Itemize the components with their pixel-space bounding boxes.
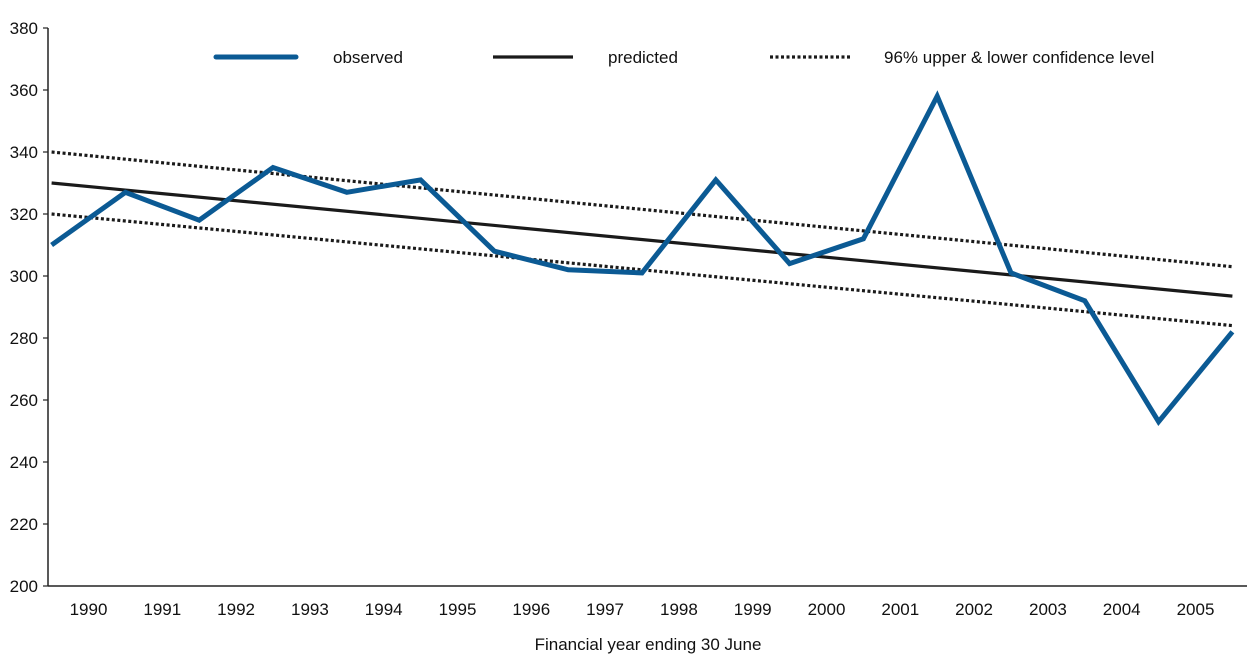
x-tick-label: 2005 xyxy=(1177,600,1215,619)
legend-label: observed xyxy=(333,48,403,67)
series-line-96-upper-lower-confidence-level xyxy=(51,150,1233,269)
y-tick-label: 240 xyxy=(10,453,38,472)
x-tick-label: 1999 xyxy=(734,600,772,619)
x-tick-labels: 1990 1991 1992 1993 1994 1995 1996 1997 1998 1999… xyxy=(70,600,1215,619)
x-tick-label: 2001 xyxy=(881,600,919,619)
x-tick-label: 1996 xyxy=(512,600,550,619)
y-tick-label: 320 xyxy=(10,205,38,224)
x-tick-label: 2000 xyxy=(808,600,846,619)
series-line-observed xyxy=(50,90,1235,427)
legend-label: 96% upper & lower confidence level xyxy=(884,48,1154,67)
y-tick-label: 380 xyxy=(10,19,38,38)
series-layer xyxy=(50,90,1235,427)
x-tick-label: 1990 xyxy=(70,600,108,619)
series-line-predicted xyxy=(51,181,1233,298)
x-tick-label: 2002 xyxy=(955,600,993,619)
axes xyxy=(43,27,1247,587)
legend-label: predicted xyxy=(608,48,678,67)
x-tick-label: 1991 xyxy=(143,600,181,619)
x-axis-title: Financial year ending 30 June xyxy=(535,635,762,654)
y-tick-label: 340 xyxy=(10,143,38,162)
x-tick-label: 1992 xyxy=(217,600,255,619)
x-tick-label: 1998 xyxy=(660,600,698,619)
y-tick-labels: 200 220 240 260 280 300 320 340 360 380 xyxy=(10,19,38,596)
y-tick-label: 260 xyxy=(10,391,38,410)
y-tick-label: 360 xyxy=(10,81,38,100)
x-tick-label: 1995 xyxy=(439,600,477,619)
y-tick-label: 200 xyxy=(10,577,38,596)
x-tick-label: 1997 xyxy=(586,600,624,619)
x-tick-label: 1994 xyxy=(365,600,403,619)
legend: observed predicted 96% upper & lower confi… xyxy=(213,48,1154,67)
y-tick-label: 300 xyxy=(10,267,38,286)
x-tick-label: 2004 xyxy=(1103,600,1141,619)
y-tick-label: 220 xyxy=(10,515,38,534)
x-tick-label: 2003 xyxy=(1029,600,1067,619)
y-tick-label: 280 xyxy=(10,329,38,348)
x-tick-label: 1993 xyxy=(291,600,329,619)
